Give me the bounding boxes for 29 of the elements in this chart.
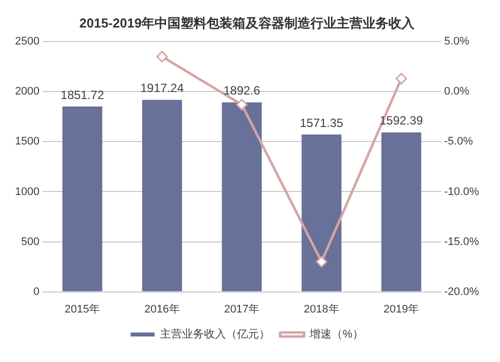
legend-label: 主营业务收入（亿元）	[160, 328, 270, 341]
y2-tick-label: -5.0%	[444, 136, 474, 148]
data-label: 1892.6	[223, 84, 260, 98]
y2-tick-label: -20.0%	[444, 286, 480, 298]
legend-label: 增速（%）	[308, 328, 364, 341]
data-label: 1571.35	[300, 116, 344, 130]
y-tick-label: 0	[33, 286, 40, 298]
y-tick-label: 1500	[14, 136, 40, 148]
x-tick-label: 2018年	[304, 303, 340, 316]
y2-tick-label: 5.0%	[444, 36, 470, 48]
y2-tick-label: 0.0%	[444, 86, 470, 98]
y2-tick-label: -10.0%	[444, 186, 480, 198]
data-label: 1592.39	[380, 114, 424, 128]
data-label: 1917.24	[140, 81, 184, 96]
x-tick-label: 2015年	[64, 303, 100, 316]
point	[396, 72, 408, 84]
point	[236, 98, 248, 110]
point	[316, 256, 328, 268]
x-tick-label: 2017年	[224, 303, 260, 316]
x-tick-label: 2016年	[144, 303, 180, 316]
point	[156, 50, 168, 62]
y-tick-label: 2000	[14, 86, 40, 98]
data-label: 1851.72	[60, 88, 104, 102]
y-tick-label: 500	[21, 236, 40, 248]
y2-tick-label: -15.0%	[444, 236, 480, 248]
chart-title: 2015-2019年中国塑料包装箱及容器制造行业主营业务收入	[79, 15, 416, 30]
y-tick-label: 1000	[14, 186, 40, 198]
y-tick-label: 2500	[14, 36, 40, 48]
x-tick-label: 2019年	[384, 303, 420, 316]
